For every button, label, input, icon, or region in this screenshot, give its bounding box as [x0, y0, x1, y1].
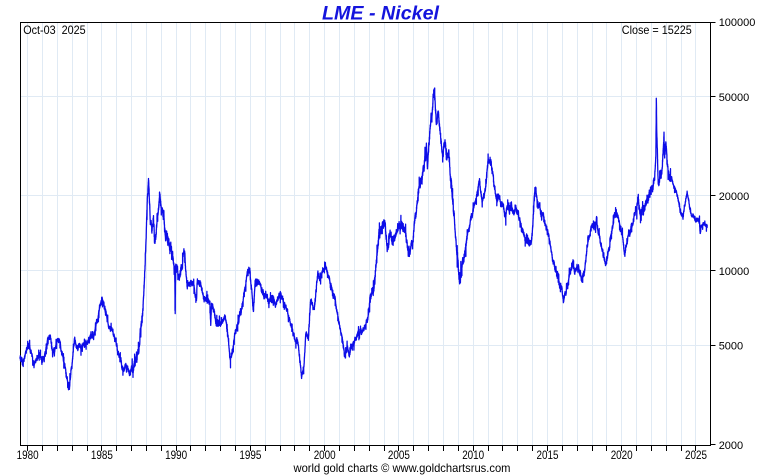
svg-text:50000: 50000 — [719, 92, 750, 104]
svg-text:2000: 2000 — [719, 440, 743, 452]
svg-text:5000: 5000 — [719, 341, 743, 353]
svg-text:Close = 15225: Close = 15225 — [622, 23, 692, 37]
svg-text:2010: 2010 — [462, 450, 484, 462]
svg-text:Oct-03 2025: Oct-03 2025 — [23, 23, 86, 37]
svg-text:2015: 2015 — [537, 450, 559, 462]
svg-text:10000: 10000 — [719, 266, 750, 278]
svg-text:1990: 1990 — [165, 450, 187, 462]
svg-text:1980: 1980 — [17, 450, 39, 462]
svg-text:2000: 2000 — [314, 450, 336, 462]
svg-text:20000: 20000 — [719, 191, 750, 203]
svg-text:LME - Nickel: LME - Nickel — [322, 3, 440, 24]
svg-text:1985: 1985 — [91, 450, 113, 462]
svg-text:2005: 2005 — [388, 450, 410, 462]
svg-text:2025: 2025 — [685, 450, 707, 462]
svg-text:world gold charts © www.goldch: world gold charts © www.goldchartsrus.co… — [293, 461, 511, 475]
svg-text:2020: 2020 — [611, 450, 633, 462]
svg-text:100000: 100000 — [719, 17, 756, 29]
svg-text:1995: 1995 — [239, 450, 261, 462]
